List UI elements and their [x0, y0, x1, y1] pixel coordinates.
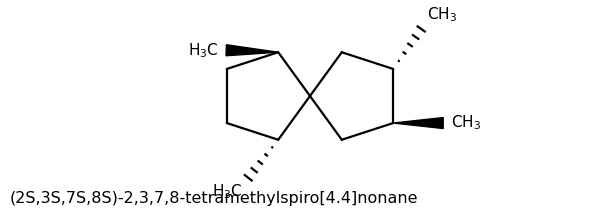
Text: $\mathregular{CH_3}$: $\mathregular{CH_3}$: [427, 5, 458, 24]
Text: $\mathregular{H_3C}$: $\mathregular{H_3C}$: [211, 183, 242, 202]
Text: (2S,3S,7S,8S)-2,3,7,8-tetramethylspiro[4.4]nonane: (2S,3S,7S,8S)-2,3,7,8-tetramethylspiro[4…: [10, 191, 418, 205]
Text: $\mathregular{CH_3}$: $\mathregular{CH_3}$: [452, 114, 482, 132]
Text: $\mathregular{H_3C}$: $\mathregular{H_3C}$: [188, 41, 218, 60]
Polygon shape: [393, 118, 443, 129]
Polygon shape: [226, 45, 278, 56]
